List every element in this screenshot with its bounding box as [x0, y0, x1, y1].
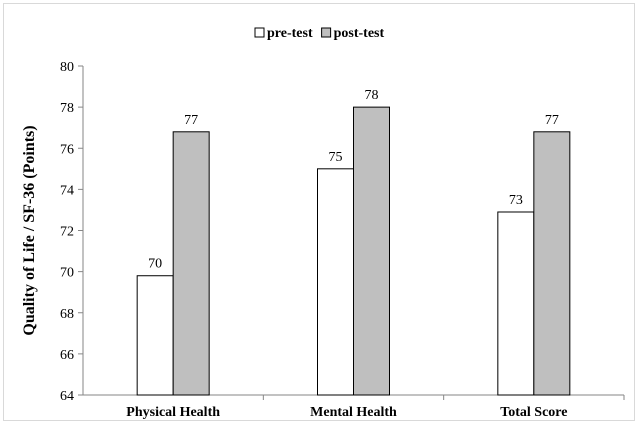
- bar-pre-test: [136, 275, 174, 396]
- x-category-label: Total Score: [500, 405, 567, 420]
- bar-post-test: [172, 131, 210, 396]
- data-label-post-test: 77: [184, 113, 198, 128]
- bar-post-test: [533, 131, 571, 396]
- y-tick-label: 66: [60, 348, 74, 363]
- data-label-pre-test: 75: [329, 150, 343, 165]
- y-tick-label: 76: [60, 142, 74, 157]
- y-tick-label: 72: [60, 225, 74, 240]
- legend-swatch-post-test: [321, 27, 332, 38]
- data-label-post-test: 78: [365, 88, 379, 103]
- y-tick-label: 70: [60, 266, 74, 281]
- legend-swatch-pre-test: [254, 27, 265, 38]
- y-axis-title: Quality of Life / SF-36 (Points): [21, 125, 38, 335]
- legend-label-post-test: post-test: [334, 26, 385, 41]
- x-category-label: Physical Health: [126, 405, 220, 420]
- y-tick-label: 80: [60, 60, 74, 75]
- y-tick-label: 78: [60, 101, 74, 116]
- bars: [136, 106, 571, 396]
- x-axis: Physical Health Mental Health Total Score: [83, 394, 625, 420]
- data-label-pre-test: 70: [148, 257, 162, 272]
- data-label-pre-test: 73: [509, 193, 523, 208]
- y-axis: 64 66 68 70 72 74 76 78 80: [60, 60, 84, 404]
- y-tick-label: 68: [60, 307, 74, 322]
- y-tick-label: 64: [60, 389, 74, 404]
- data-labels: 70 77 75 78 73 77: [148, 88, 559, 272]
- data-label-post-test: 77: [545, 113, 559, 128]
- bar-chart: pre-test post-test 64 66 68 70 72 74 76 78 80 Phy…: [21, 26, 625, 420]
- bar-pre-test: [497, 211, 535, 396]
- bar-post-test: [353, 106, 390, 396]
- legend-label-pre-test: pre-test: [267, 26, 313, 41]
- legend: pre-test post-test: [254, 26, 385, 41]
- bar-pre-test: [317, 168, 354, 396]
- chart-frame: pre-test post-test 64 66 68 70 72 74 76 78 80 Phy…: [3, 3, 635, 421]
- x-category-label: Mental Health: [310, 405, 397, 420]
- y-tick-label: 74: [60, 183, 74, 198]
